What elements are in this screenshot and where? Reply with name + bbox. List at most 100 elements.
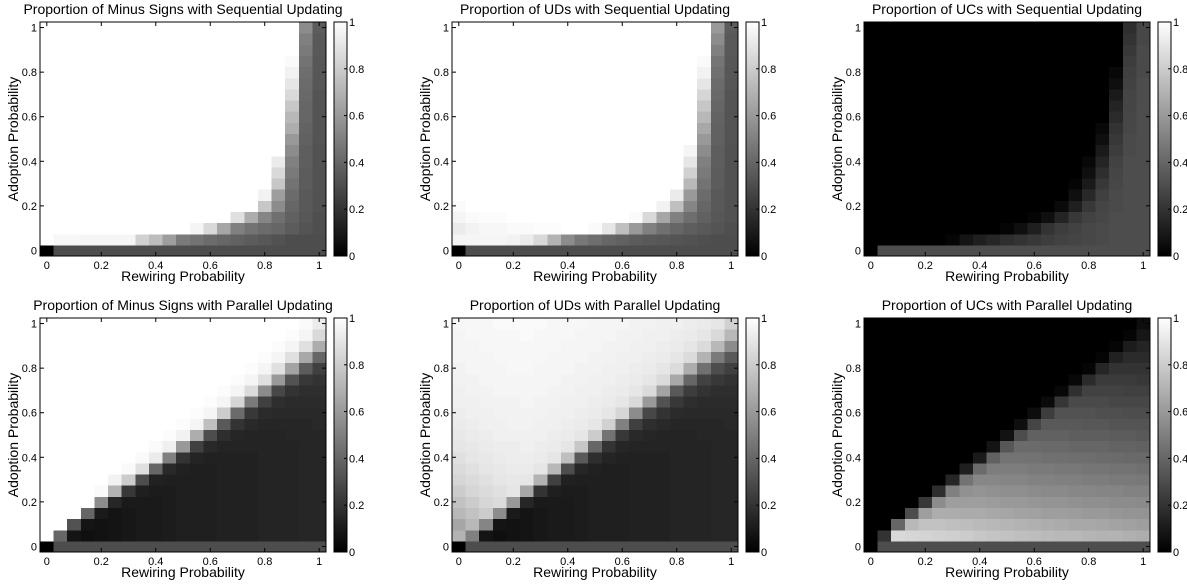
heatmap-cell xyxy=(465,189,480,201)
heatmap-cell xyxy=(479,529,494,542)
colorbar-tick-label: 0.4 xyxy=(349,453,364,465)
heatmap-cell xyxy=(452,22,467,34)
heatmap-cell xyxy=(1000,44,1015,57)
heatmap-cell xyxy=(135,189,150,201)
heatmap-cell xyxy=(710,155,725,168)
heatmap-cell xyxy=(959,244,974,257)
heatmap-cell xyxy=(560,22,576,34)
heatmap-cell xyxy=(1095,440,1110,453)
heatmap-cell xyxy=(724,122,739,135)
heatmap-cell xyxy=(945,244,960,257)
heatmap-cell xyxy=(312,474,327,486)
heatmap-cell xyxy=(918,233,933,246)
heatmap-cell xyxy=(452,373,467,386)
heatmap-cell xyxy=(891,451,906,464)
heatmap-cell xyxy=(972,451,988,464)
heatmap-cell xyxy=(642,329,657,341)
heatmap-cell xyxy=(629,44,644,57)
plot-frame xyxy=(39,317,327,553)
heatmap-cell xyxy=(877,155,892,168)
heatmap-cell xyxy=(986,55,1001,68)
heatmap-cell xyxy=(121,22,136,34)
heatmap-cell xyxy=(108,244,123,257)
heatmap-cell xyxy=(492,440,508,453)
heatmap-cell xyxy=(67,77,82,90)
heatmap-cell xyxy=(642,451,657,464)
heatmap-cell xyxy=(479,340,494,353)
heatmap-cell xyxy=(1068,329,1083,341)
heatmap-cell xyxy=(176,189,191,201)
heatmap-cell xyxy=(1095,178,1110,190)
heatmap-cell xyxy=(560,144,576,157)
heatmap-cell xyxy=(217,507,232,520)
heatmap-cell xyxy=(135,144,150,157)
heatmap-cell xyxy=(148,55,164,68)
heatmap-cell xyxy=(121,55,136,68)
heatmap-cell xyxy=(1068,518,1083,531)
heatmap-cell xyxy=(918,351,933,364)
heatmap-cell xyxy=(312,133,327,146)
heatmap-cell xyxy=(547,429,562,442)
heatmap-cell xyxy=(574,362,589,375)
heatmap-cell xyxy=(959,529,974,542)
heatmap-cell xyxy=(148,529,164,542)
heatmap-cell xyxy=(1027,373,1042,386)
heatmap-cell xyxy=(986,507,1001,520)
heatmap-cell xyxy=(864,462,879,475)
heatmap-cell xyxy=(506,155,521,168)
heatmap-cell xyxy=(683,384,698,397)
heatmap-cell xyxy=(53,362,68,375)
heatmap-cell xyxy=(520,318,535,330)
x-tick-label: 0.8 xyxy=(257,260,272,272)
heatmap-cell xyxy=(697,384,712,397)
heatmap-cell xyxy=(724,55,739,68)
heatmap-cell xyxy=(230,407,245,419)
heatmap-cell xyxy=(986,540,1001,553)
heatmap-cell xyxy=(217,418,232,431)
heatmap-cell xyxy=(94,340,109,353)
heatmap-cell xyxy=(560,373,576,386)
heatmap-cell xyxy=(162,22,177,34)
heatmap-cell xyxy=(601,451,617,464)
heatmap-cell xyxy=(877,362,892,375)
heatmap-cell xyxy=(520,462,535,475)
heatmap-cell xyxy=(1122,244,1137,257)
heatmap-cell xyxy=(574,318,589,330)
heatmap-cell xyxy=(53,133,68,146)
colorbar-tick-label: 0.6 xyxy=(761,111,776,123)
heatmap-cell xyxy=(465,418,480,431)
heatmap-cell xyxy=(891,244,906,257)
heatmap-cell xyxy=(452,211,467,224)
heatmap-cell xyxy=(176,329,191,341)
heatmap-cell xyxy=(615,144,630,157)
colorbar-tick-label: 0.4 xyxy=(761,453,776,465)
heatmap-cell xyxy=(1013,496,1029,509)
heatmap-cell xyxy=(203,507,218,520)
heatmap-cell xyxy=(217,529,232,542)
heatmap-cell xyxy=(465,244,480,257)
heatmap-cell xyxy=(176,429,191,442)
heatmap-cell xyxy=(148,166,164,179)
heatmap-cell xyxy=(479,418,494,431)
heatmap-cell xyxy=(1013,178,1029,190)
heatmap-cell xyxy=(148,244,164,257)
heatmap-cell xyxy=(945,318,960,330)
heatmap-cell xyxy=(547,351,562,364)
heatmap-cell xyxy=(574,340,589,353)
heatmap-cell xyxy=(864,384,879,397)
heatmap-cell xyxy=(108,462,123,475)
heatmap-cell xyxy=(1054,418,1069,431)
heatmap-cell xyxy=(1041,440,1056,453)
heatmap-cell xyxy=(904,88,920,101)
heatmap-cell xyxy=(918,418,933,431)
heatmap-cell xyxy=(230,507,245,520)
heatmap-cell xyxy=(1095,429,1110,442)
heatmap-cell xyxy=(257,407,273,419)
heatmap-cell xyxy=(121,211,136,224)
heatmap-cell xyxy=(615,189,630,201)
heatmap-cell xyxy=(588,540,603,553)
heatmap-cell xyxy=(1054,462,1069,475)
heatmap-cell xyxy=(877,77,892,90)
chart-title: Proportion of UCs with Parallel Updating xyxy=(882,297,1133,313)
heatmap-cell xyxy=(121,133,136,146)
